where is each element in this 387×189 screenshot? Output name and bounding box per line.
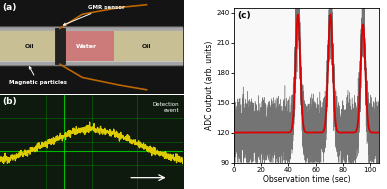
Text: Detection
event: Detection event	[153, 102, 180, 113]
Text: GMR sensor: GMR sensor	[63, 5, 125, 25]
Bar	[113, 31, 183, 61]
Bar	[0, 31, 58, 61]
Text: Oil: Oil	[24, 44, 34, 49]
X-axis label: Observation time (sec): Observation time (sec)	[263, 175, 351, 184]
Text: (c): (c)	[237, 11, 251, 20]
Text: (a): (a)	[3, 3, 17, 12]
Text: (b): (b)	[3, 97, 17, 106]
FancyBboxPatch shape	[0, 31, 184, 62]
Bar	[55, 28, 65, 64]
Bar	[58, 31, 113, 61]
Text: Water: Water	[75, 44, 97, 49]
Text: Magnetic particles: Magnetic particles	[9, 67, 67, 85]
Text: Oil: Oil	[142, 44, 151, 49]
Y-axis label: ADC output (arb. units): ADC output (arb. units)	[205, 40, 214, 130]
FancyBboxPatch shape	[0, 27, 186, 66]
